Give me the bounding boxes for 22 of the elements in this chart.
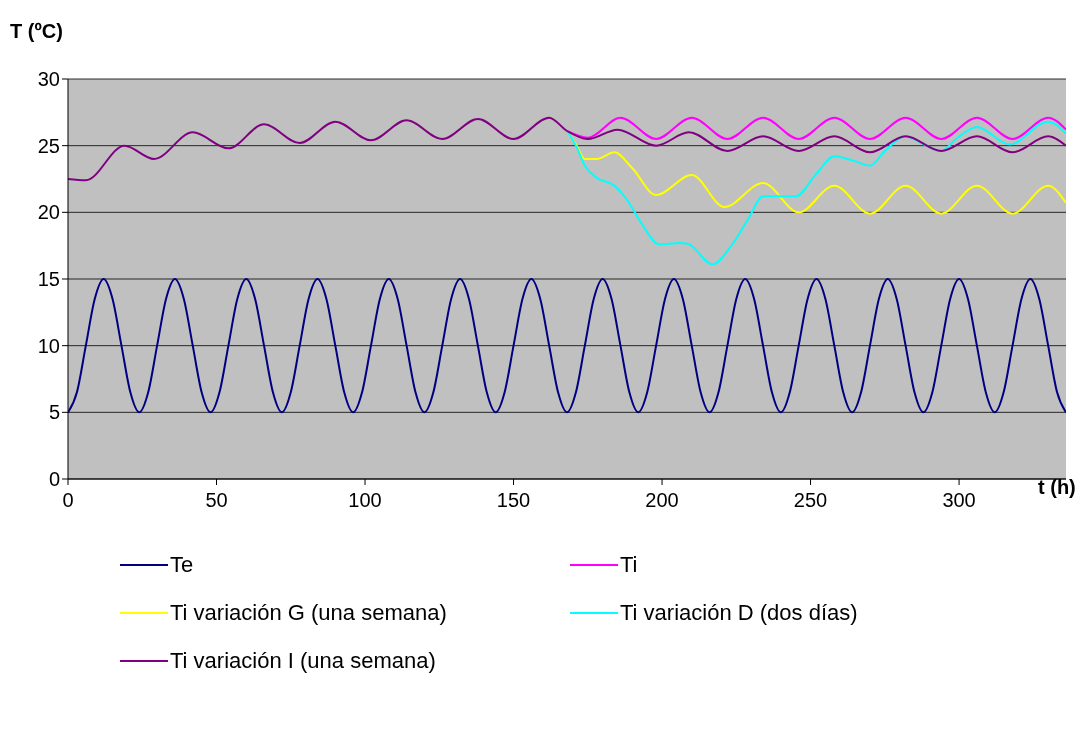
x-tick-label: 100 (348, 489, 382, 512)
y-tick-label: 15 (37, 268, 60, 291)
legend-label: Ti variación I (una semana) (170, 648, 436, 674)
y-tick-label: 0 (48, 468, 60, 491)
x-tick-label: 200 (645, 489, 679, 512)
y-tick-label: 20 (37, 201, 60, 224)
legend-label: Te (170, 552, 194, 578)
x-tick-label: 300 (942, 489, 976, 512)
y-tick-label: 30 (37, 68, 60, 91)
x-tick-label: 150 (496, 489, 531, 512)
x-tick-label: 0 (62, 489, 74, 512)
x-tick-label: 50 (205, 489, 228, 512)
legend-label: Ti variación D (dos días) (620, 600, 858, 626)
line-series (566, 120, 1066, 266)
x-axis-title: t (h) (1038, 476, 1076, 499)
legend-label: Ti (620, 552, 638, 578)
y-axis-title: T (ºC) (10, 20, 63, 43)
x-tick-label: 250 (793, 489, 828, 512)
legend-label: Ti variación G (una semana) (170, 600, 447, 626)
y-tick-label: 25 (37, 134, 60, 157)
y-tick-label: 10 (37, 334, 60, 357)
y-tick-label: 5 (48, 401, 60, 424)
